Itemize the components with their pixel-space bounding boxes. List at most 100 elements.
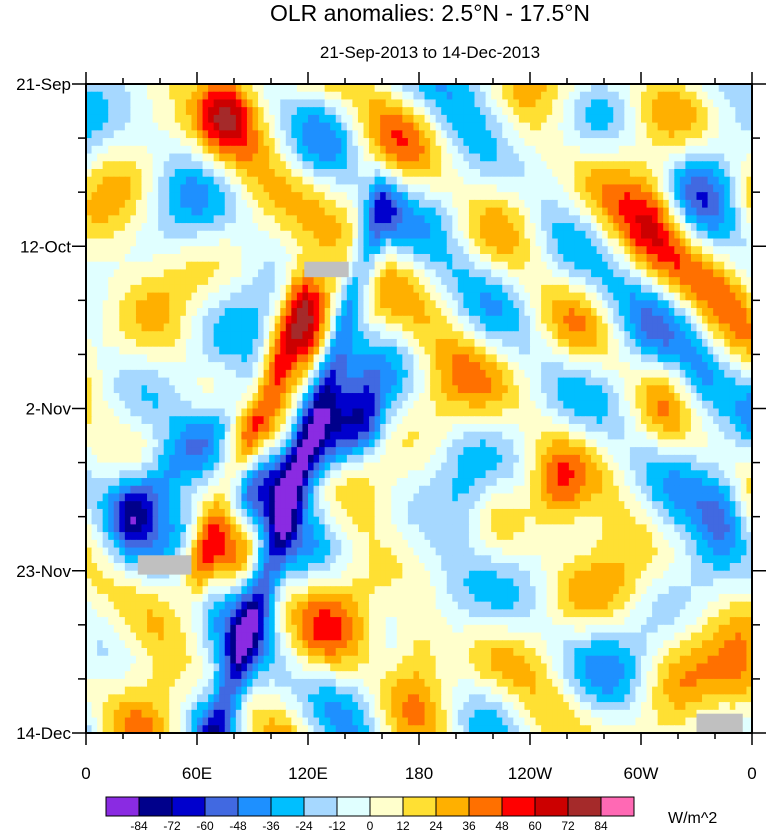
heatmap-cell xyxy=(413,107,420,116)
heatmap-cell xyxy=(635,161,642,170)
heatmap-cell xyxy=(202,238,209,247)
heatmap-cell xyxy=(357,84,365,93)
heatmap-cell xyxy=(202,269,209,278)
heatmap-cell xyxy=(246,207,254,216)
heatmap-cell xyxy=(330,292,337,301)
heatmap-cell xyxy=(302,138,309,147)
heatmap-cell xyxy=(724,122,731,131)
heatmap-cell xyxy=(308,377,315,386)
heatmap-cell xyxy=(147,91,154,101)
heatmap-cell xyxy=(435,292,442,301)
heatmap-cell xyxy=(502,114,509,124)
heatmap-cell xyxy=(169,114,176,124)
heatmap-cell xyxy=(341,238,348,247)
heatmap-cell xyxy=(513,114,520,124)
heatmap-cell xyxy=(407,284,415,294)
heatmap-cell xyxy=(147,362,154,371)
heatmap-cell xyxy=(269,215,276,224)
heatmap-cell xyxy=(419,107,426,116)
heatmap-cell xyxy=(657,176,664,186)
heatmap-cell xyxy=(552,145,559,155)
heatmap-cell xyxy=(718,253,725,263)
heatmap-cell xyxy=(579,238,587,247)
heatmap-cell xyxy=(635,130,642,139)
heatmap-cell xyxy=(552,223,559,232)
heatmap-cell xyxy=(319,400,326,410)
heatmap-cell xyxy=(113,377,120,386)
heatmap-cell xyxy=(263,261,270,271)
heatmap-cell xyxy=(246,215,254,224)
heatmap-cell xyxy=(319,161,326,170)
heatmap-cell xyxy=(130,215,137,224)
heatmap-cell xyxy=(591,377,598,386)
heatmap-cell xyxy=(158,400,165,410)
heatmap-cell xyxy=(163,261,170,271)
heatmap-cell xyxy=(635,107,642,116)
heatmap-cell xyxy=(291,184,298,193)
heatmap-cell xyxy=(457,385,464,394)
heatmap-cell xyxy=(424,161,431,170)
heatmap-cell xyxy=(391,277,398,286)
heatmap-cell xyxy=(585,393,592,402)
heatmap-cell xyxy=(690,277,698,286)
heatmap-cell xyxy=(718,292,725,301)
heatmap-cell xyxy=(407,377,415,386)
heatmap-cell xyxy=(485,153,492,162)
heatmap-cell xyxy=(463,122,470,131)
heatmap-cell xyxy=(363,323,370,332)
heatmap-cell xyxy=(235,168,242,178)
heatmap-cell xyxy=(174,130,181,139)
heatmap-cell xyxy=(108,346,115,356)
heatmap-cell xyxy=(702,99,709,108)
heatmap-cell xyxy=(685,284,692,294)
heatmap-cell xyxy=(629,184,637,193)
heatmap-cell xyxy=(530,207,537,216)
heatmap-cell xyxy=(441,346,448,356)
heatmap-cell xyxy=(574,122,581,131)
heatmap-cell xyxy=(357,207,365,216)
heatmap-cell xyxy=(246,122,254,131)
heatmap-cell xyxy=(230,215,237,224)
heatmap-cell xyxy=(119,284,126,294)
heatmap-cell xyxy=(563,308,570,317)
heatmap-cell xyxy=(113,246,120,255)
heatmap-cell xyxy=(169,161,176,170)
heatmap-cell xyxy=(674,308,681,317)
heatmap-cell xyxy=(602,84,609,93)
heatmap-cell xyxy=(480,99,487,108)
heatmap-cell xyxy=(213,99,220,108)
heatmap-cell xyxy=(391,153,398,162)
heatmap-cell xyxy=(119,107,126,116)
heatmap-cell xyxy=(474,246,481,255)
heatmap-cell xyxy=(380,284,387,294)
heatmap-cell xyxy=(435,346,442,356)
heatmap-cell xyxy=(197,114,204,124)
heatmap-cell xyxy=(430,84,437,93)
heatmap-cell xyxy=(613,122,620,131)
heatmap-cell xyxy=(535,315,542,325)
heatmap-cell xyxy=(335,99,342,108)
heatmap-cell xyxy=(496,107,503,116)
heatmap-cell xyxy=(302,176,309,186)
heatmap-cell xyxy=(679,130,686,139)
heatmap-cell xyxy=(530,292,537,301)
heatmap-cell xyxy=(319,369,326,379)
heatmap-cell xyxy=(552,315,559,325)
heatmap-cell xyxy=(552,323,559,332)
heatmap-cell xyxy=(213,385,220,394)
heatmap-cell xyxy=(430,161,437,170)
heatmap-cell xyxy=(230,138,237,147)
heatmap-cell xyxy=(485,114,492,124)
heatmap-cell xyxy=(263,91,270,101)
heatmap-cell xyxy=(191,199,198,209)
heatmap-cell xyxy=(97,253,104,263)
heatmap-cell xyxy=(718,130,725,139)
heatmap-cell xyxy=(596,308,603,317)
heatmap-cell xyxy=(685,145,692,155)
heatmap-cell xyxy=(441,331,448,340)
heatmap-cell xyxy=(141,145,148,155)
heatmap-cell xyxy=(141,292,148,301)
heatmap-cell xyxy=(452,338,459,348)
heatmap-cell xyxy=(696,346,703,356)
heatmap-cell xyxy=(607,230,614,240)
